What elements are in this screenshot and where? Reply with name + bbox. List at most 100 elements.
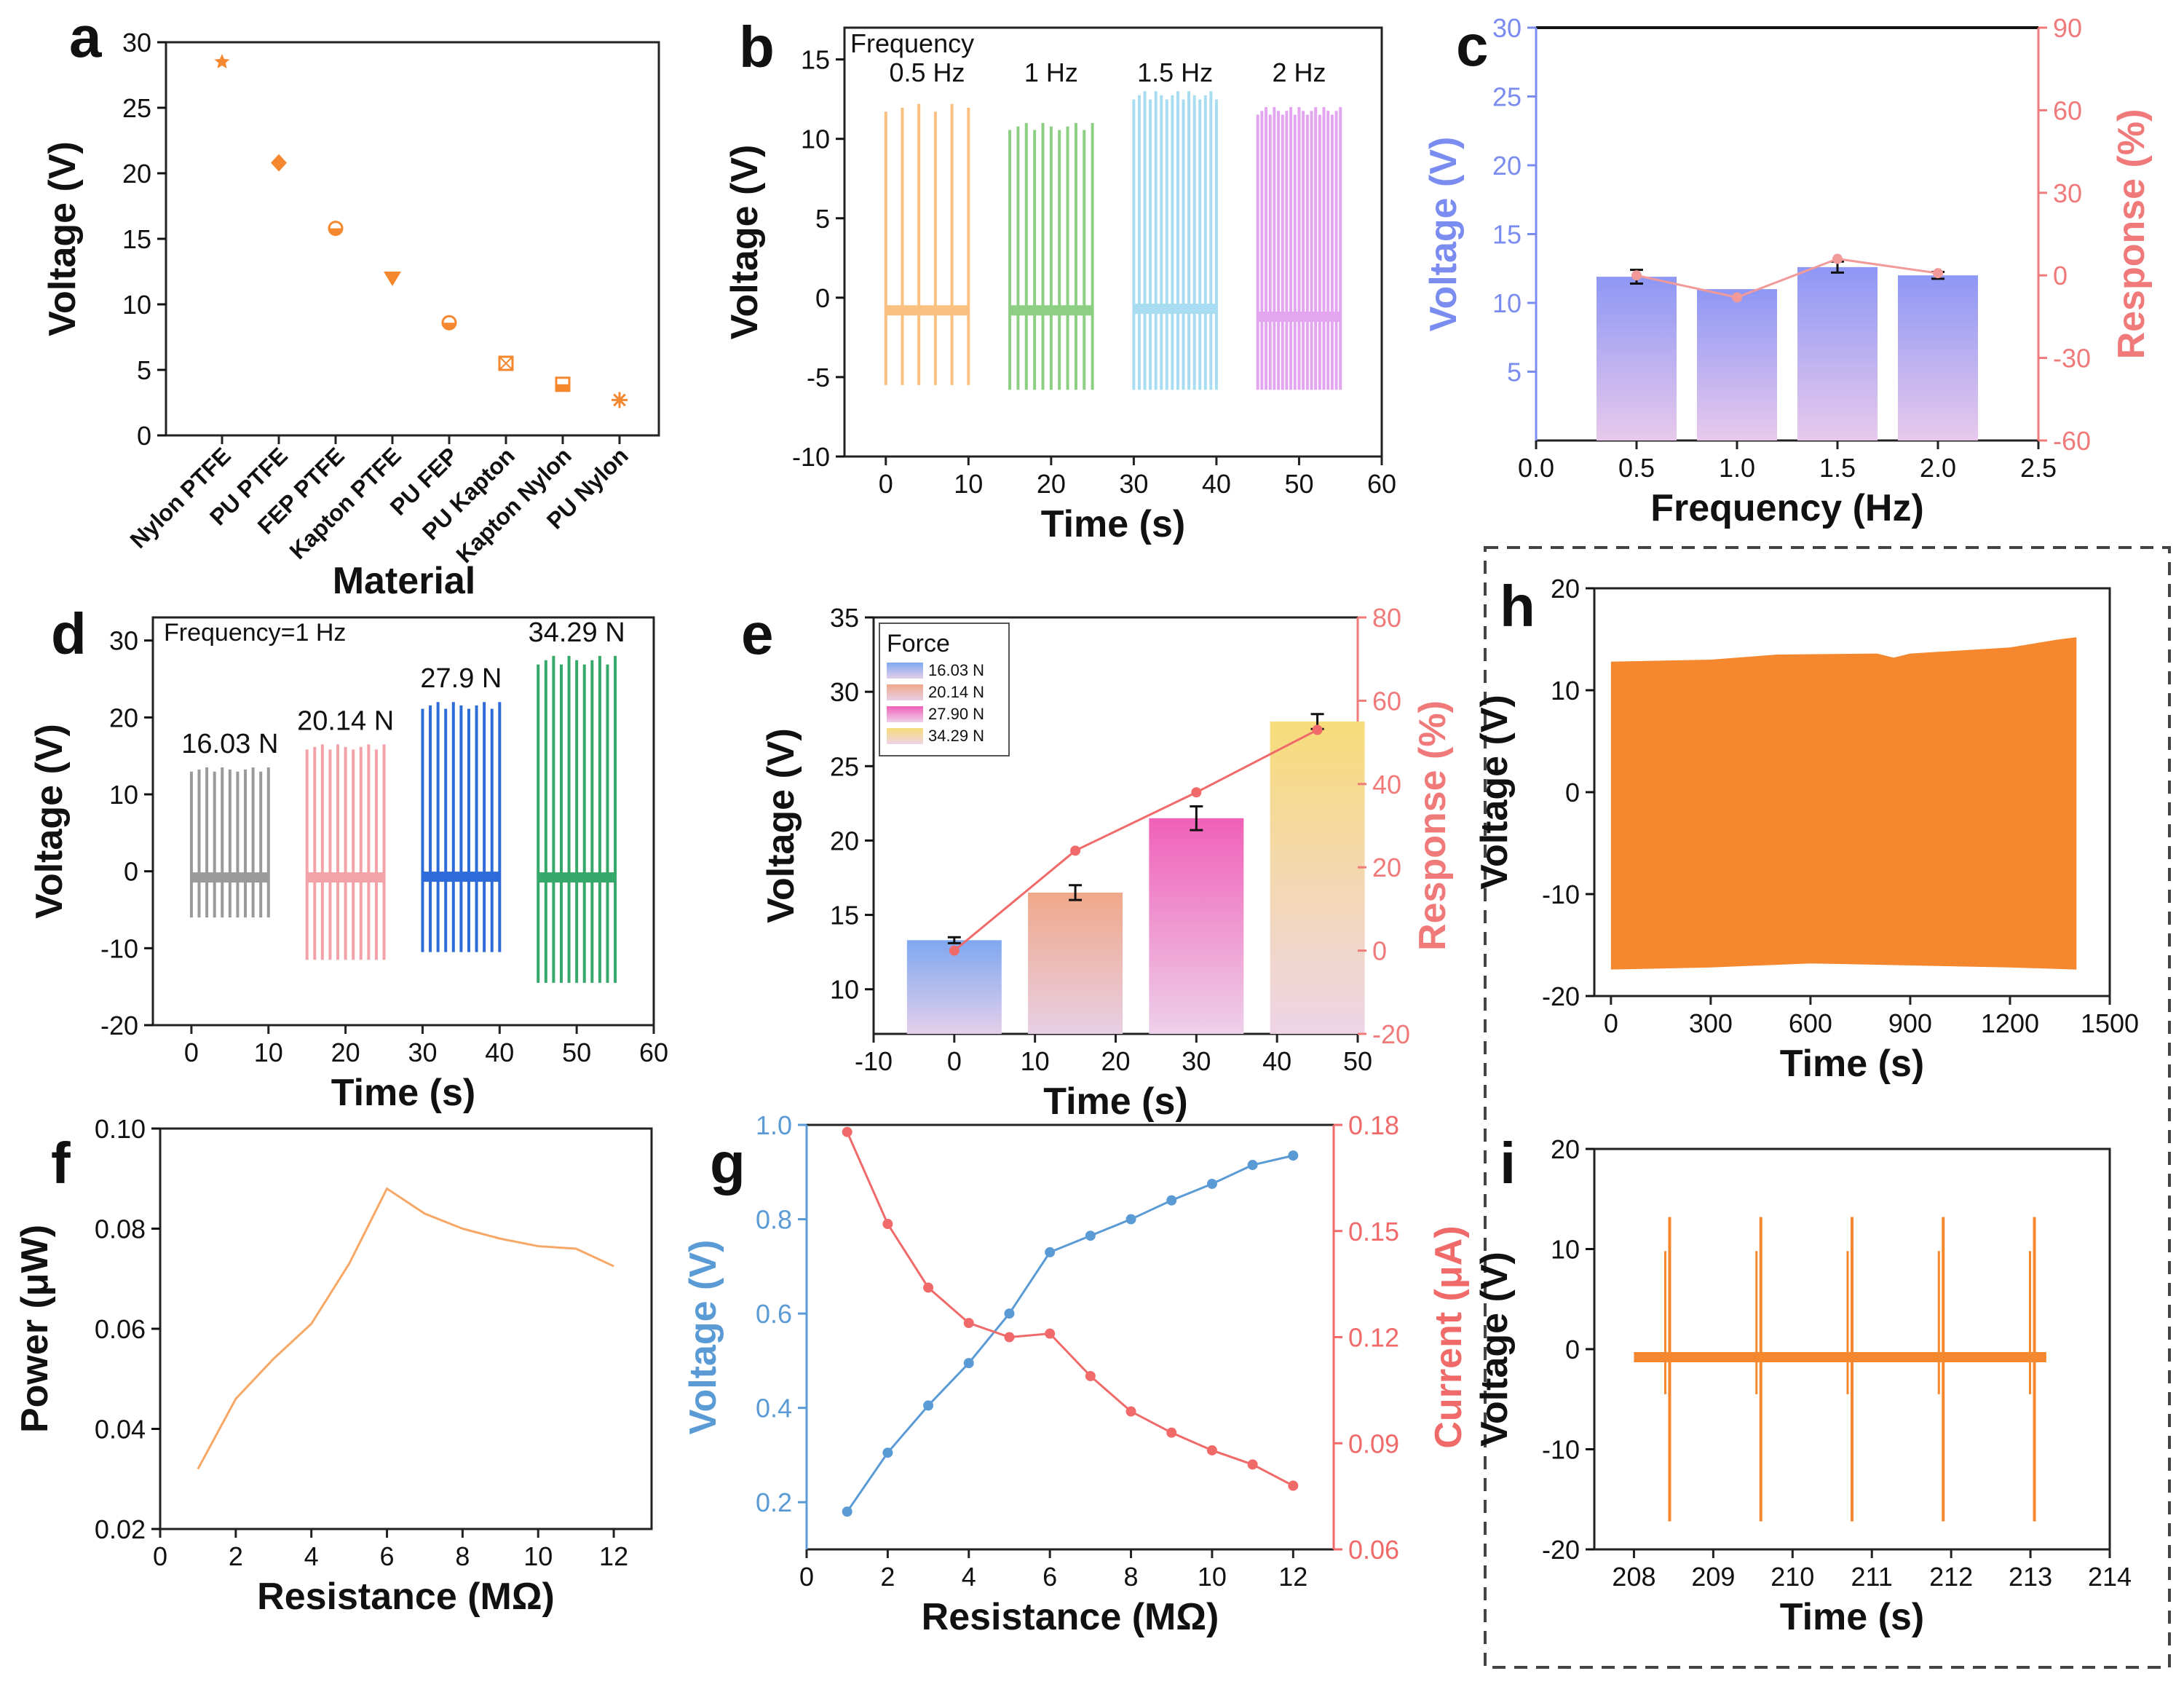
half-circle-fill bbox=[443, 323, 456, 330]
y-tick-label: -10 bbox=[100, 933, 138, 963]
x-tick-label: 6 bbox=[1042, 1562, 1057, 1592]
legend-swatch bbox=[887, 663, 923, 679]
y-tick-label: 0 bbox=[1565, 1335, 1580, 1364]
y2-tick-label: 0.09 bbox=[1348, 1429, 1399, 1458]
voltage-point bbox=[1045, 1246, 1056, 1257]
x-tick-label: 0 bbox=[879, 469, 893, 499]
x-tick-label: 1500 bbox=[2081, 1008, 2139, 1038]
y2-tick-label: 60 bbox=[2053, 95, 2082, 125]
x-tick-label: 212 bbox=[1929, 1562, 1973, 1592]
y2-axis-label: Response (%) bbox=[1412, 700, 1454, 951]
current-point bbox=[963, 1318, 974, 1329]
y2-tick-label: 0.12 bbox=[1348, 1323, 1399, 1353]
y-tick-label: 10 bbox=[1551, 676, 1580, 706]
y2-tick-label: 0.18 bbox=[1348, 1110, 1399, 1140]
x-tick-label: 20 bbox=[1101, 1046, 1130, 1076]
star-marker bbox=[214, 54, 230, 68]
y-tick-label: 0.8 bbox=[756, 1205, 792, 1235]
series-label: 20.14 N bbox=[297, 706, 394, 736]
half-circle-fill bbox=[329, 228, 342, 235]
current-point bbox=[1045, 1328, 1056, 1339]
y-tick-label: 20 bbox=[1492, 151, 1522, 181]
y-tick-label: 0.02 bbox=[95, 1514, 146, 1544]
y-tick-label: 10 bbox=[801, 125, 830, 154]
x-tick-label: 211 bbox=[1851, 1562, 1893, 1592]
y2-tick-label: -30 bbox=[2053, 344, 2091, 374]
y-tick-label: 20 bbox=[1551, 574, 1580, 604]
y2-tick-label: 20 bbox=[1372, 853, 1401, 882]
y2-tick-label: 0 bbox=[2053, 261, 2068, 291]
y-tick-label: 10 bbox=[109, 780, 138, 810]
x-tick-label: 0 bbox=[799, 1562, 814, 1592]
series-label: 0.5 Hz bbox=[890, 58, 965, 87]
y-tick-label: 0.4 bbox=[756, 1394, 792, 1423]
annotation: Frequency=1 Hz bbox=[164, 619, 346, 647]
legend-swatch bbox=[887, 684, 923, 700]
x-axis-label: Time (s) bbox=[1043, 1080, 1187, 1123]
current-point bbox=[1206, 1445, 1217, 1455]
x-tick-label: 209 bbox=[1691, 1562, 1735, 1592]
x-tick-label: 4 bbox=[304, 1541, 319, 1571]
y-tick-label: 35 bbox=[830, 603, 859, 633]
y-axis-label: Voltage (V) bbox=[28, 724, 71, 919]
legend-swatch bbox=[887, 706, 923, 722]
legend-label: 27.90 N bbox=[928, 705, 984, 723]
y2-tick-label: -60 bbox=[2053, 426, 2091, 456]
axes-frame bbox=[151, 616, 655, 1027]
bar bbox=[1797, 266, 1878, 440]
x-tick-label: -10 bbox=[855, 1046, 893, 1076]
dashed-box bbox=[1484, 546, 2171, 1669]
x-axis-label: Material bbox=[333, 560, 476, 602]
series-label: 34.29 N bbox=[529, 617, 625, 648]
series-label: 27.9 N bbox=[420, 663, 502, 694]
x-tick-label: 210 bbox=[1770, 1562, 1814, 1592]
response-point bbox=[1832, 253, 1843, 264]
x-tick-label: 0 bbox=[153, 1541, 167, 1571]
y-tick-label: 30 bbox=[830, 677, 859, 707]
x-tick-label: 50 bbox=[1284, 469, 1313, 499]
y2-tick-label: 40 bbox=[1372, 770, 1401, 799]
x-tick-label: 10 bbox=[523, 1541, 553, 1571]
voltage-point bbox=[882, 1447, 893, 1458]
x-tick-label: 300 bbox=[1689, 1008, 1733, 1038]
y-tick-label: 15 bbox=[1492, 220, 1522, 250]
x-tick-label: 40 bbox=[1262, 1046, 1291, 1076]
y-tick-label: 20 bbox=[830, 826, 859, 856]
x-tick-label: 50 bbox=[562, 1038, 591, 1067]
x-tick-label: 600 bbox=[1789, 1008, 1832, 1038]
x-tick-label: 2.0 bbox=[1920, 453, 1956, 483]
response-line bbox=[1636, 257, 1939, 299]
voltage-point bbox=[1288, 1150, 1299, 1161]
voltage-point bbox=[923, 1400, 934, 1411]
y-tick-label: 15 bbox=[801, 45, 830, 75]
y-tick-label: 5 bbox=[137, 355, 151, 385]
x-tick-label: 214 bbox=[2088, 1562, 2132, 1592]
y2-axis-label: Response (%) bbox=[2110, 109, 2153, 360]
y-tick-label: 0.04 bbox=[95, 1415, 146, 1445]
triangle-marker bbox=[384, 272, 401, 286]
x-tick-label: 30 bbox=[408, 1038, 437, 1067]
voltage-point bbox=[1206, 1178, 1217, 1189]
y-tick-label: -10 bbox=[792, 442, 830, 472]
legend-title: Frequency bbox=[850, 28, 974, 58]
y-tick-label: 5 bbox=[1507, 357, 1522, 387]
x-axis-label: Resistance (MΩ) bbox=[257, 1576, 555, 1618]
panel-letter-f: f bbox=[51, 1131, 71, 1196]
y-tick-label: 20 bbox=[122, 159, 151, 189]
y-axis-label: Voltage (V) bbox=[1423, 137, 1465, 332]
x-tick-label: 4 bbox=[962, 1562, 976, 1592]
x-tick-label: 60 bbox=[639, 1038, 668, 1067]
response-point bbox=[1732, 292, 1742, 303]
panel-letter-h: h bbox=[1500, 574, 1535, 639]
x-tick-label: 0.0 bbox=[1518, 453, 1554, 483]
current-point bbox=[1288, 1480, 1299, 1491]
voltage-point bbox=[1247, 1160, 1258, 1171]
y-tick-label: -20 bbox=[100, 1011, 138, 1040]
y-tick-label: 0.2 bbox=[756, 1487, 792, 1517]
panel-letter-g: g bbox=[710, 1131, 745, 1196]
x-tick-label: 0 bbox=[184, 1038, 199, 1067]
y-tick-label: 0 bbox=[124, 857, 138, 887]
half-square-fill bbox=[556, 384, 569, 391]
y-tick-label: -5 bbox=[807, 363, 830, 392]
bar bbox=[1028, 892, 1123, 1034]
